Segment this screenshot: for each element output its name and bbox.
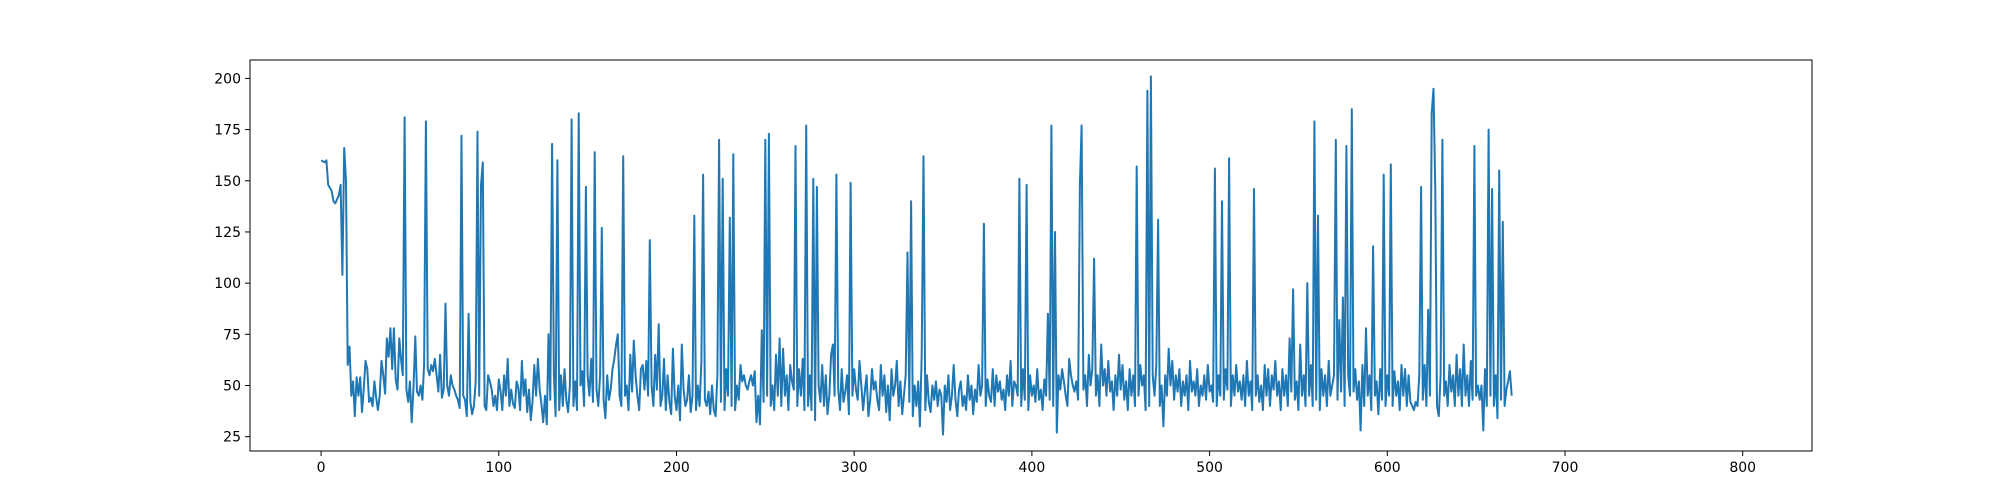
y-tick-label: 50: [223, 378, 241, 394]
x-tick-label: 0: [317, 460, 326, 476]
series-line: [320, 75, 1513, 436]
y-tick-label: 150: [214, 174, 241, 190]
y-tick-label: 200: [214, 71, 241, 87]
plot-frame: [249, 59, 1813, 452]
y-tick-label: 100: [214, 276, 241, 292]
x-tick-label: 500: [1196, 460, 1223, 476]
x-tick-label: 100: [485, 460, 512, 476]
y-tick-label: 25: [223, 430, 241, 446]
y-tick-label: 75: [223, 327, 241, 343]
x-tick-label: 400: [1019, 460, 1046, 476]
x-tick-label: 700: [1552, 460, 1579, 476]
x-tick-label: 200: [663, 460, 690, 476]
x-tick-label: 300: [841, 460, 868, 476]
y-axis: 25 50 75 100 125 150 175 200: [214, 71, 250, 446]
x-tick-label: 800: [1729, 460, 1756, 476]
plot-area: [249, 59, 1813, 452]
y-tick-label: 175: [214, 123, 241, 139]
y-tick-label: 125: [214, 225, 241, 241]
x-tick-label: 600: [1374, 460, 1401, 476]
x-axis: 0 100 200 300 400 500 600 700 800: [317, 451, 1756, 476]
